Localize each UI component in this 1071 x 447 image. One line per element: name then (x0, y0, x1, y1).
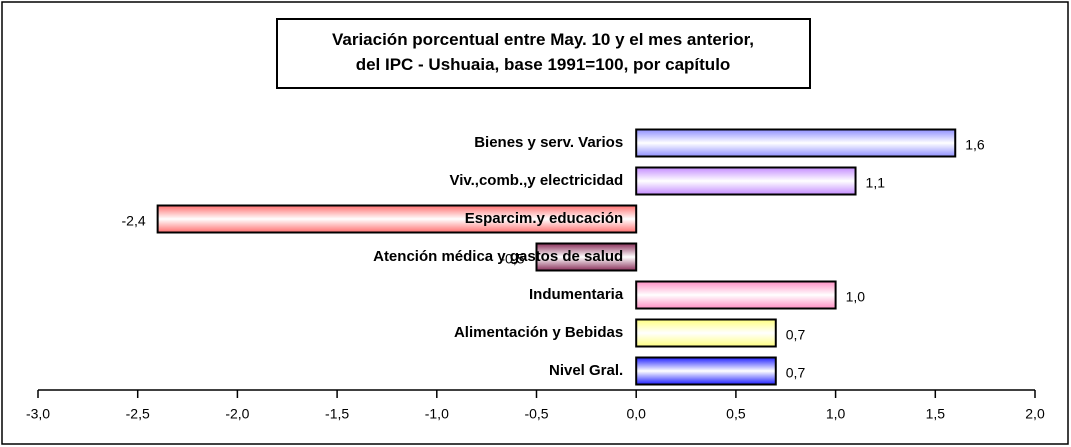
value-label: 1,0 (846, 289, 866, 305)
category-label: Nivel Gral. (549, 362, 623, 379)
x-tick-label: -2,5 (126, 406, 150, 422)
x-tick-label: 1,0 (826, 406, 846, 422)
category-label: Indumentaria (529, 286, 624, 303)
bar (156, 204, 638, 234)
x-tick-label: -2,0 (225, 406, 249, 422)
x-tick-label: -1,0 (425, 406, 449, 422)
x-tick-label: -3,0 (26, 406, 50, 422)
category-label: Esparcim.y educación (465, 210, 623, 227)
value-label: 1,1 (866, 175, 886, 191)
bar (635, 166, 857, 196)
value-label: 1,6 (965, 137, 985, 153)
value-label: 0,7 (786, 327, 806, 343)
x-tick-label: -1,5 (325, 406, 349, 422)
value-label: -2,4 (122, 213, 146, 229)
bar (635, 280, 837, 310)
category-label: Alimentación y Bebidas (454, 324, 623, 341)
value-label: 0,7 (786, 365, 806, 381)
category-label: Viv.,comb.,y electricidad (450, 172, 624, 189)
value-label: -0,5 (500, 251, 524, 267)
category-label: Bienes y serv. Varios (474, 134, 623, 151)
bar (635, 356, 777, 386)
x-tick-label: 2,0 (1025, 406, 1045, 422)
bar (635, 318, 777, 348)
bar (535, 242, 638, 272)
x-tick-label: 0,5 (726, 406, 746, 422)
x-tick-label: 0,0 (626, 406, 646, 422)
chart-title: Variación porcentual entre May. 10 y el … (332, 30, 754, 74)
category-label: Atención médica y gastos de salud (373, 248, 623, 265)
bar (635, 128, 957, 158)
x-tick-label: 1,5 (926, 406, 946, 422)
title-box (276, 18, 811, 89)
x-tick-label: -0,5 (524, 406, 548, 422)
